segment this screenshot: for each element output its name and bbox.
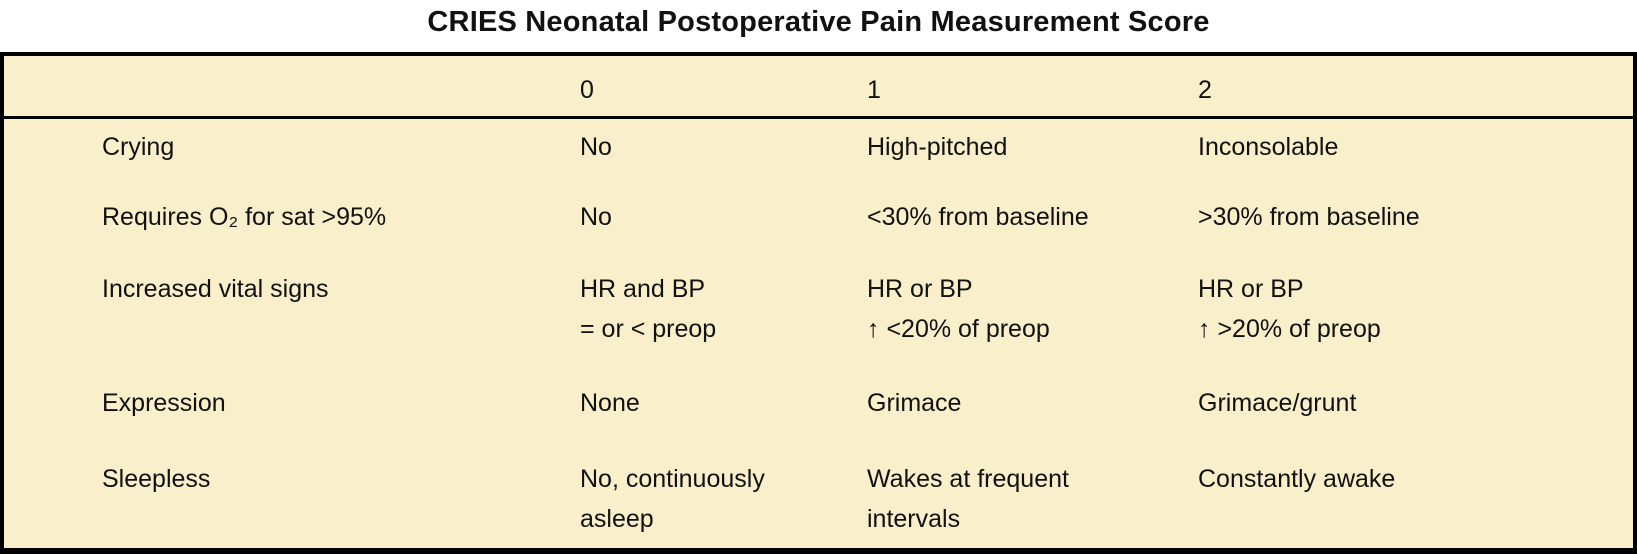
header-blank-cell (4, 70, 580, 116)
table-row-crying: Crying No High-pitched Inconsolable (4, 119, 1633, 189)
row-label: Increased vital signs (102, 275, 329, 303)
score-1-cell: High-pitched (867, 133, 1008, 161)
score-2-cell: Constantly awake (1198, 465, 1396, 493)
score-2-cell: Grimace/grunt (1198, 389, 1357, 417)
score-0-cell: No, continuously asleep (580, 465, 765, 533)
score-2-cell: Inconsolable (1198, 133, 1339, 161)
column-header-score-1: 1 (867, 76, 881, 104)
table-header-row: 0 1 2 (4, 56, 1633, 119)
row-label: Requires O₂ for sat >95% (102, 203, 387, 231)
table-row-expression: Expression None Grimace Grimace/grunt (4, 369, 1633, 445)
score-1-cell: HR or BP ↑ <20% of preop (867, 275, 1050, 343)
row-label: Expression (102, 389, 226, 417)
score-1-cell: <30% from baseline (867, 203, 1089, 231)
column-header-score-0: 0 (580, 76, 594, 104)
table-row-increased-vital-signs: Increased vital signs HR and BP = or < p… (4, 259, 1633, 369)
cries-score-table: 0 1 2 Crying No High-pitched Inconsolabl… (0, 52, 1637, 554)
page-title: CRIES Neonatal Postoperative Pain Measur… (427, 6, 1210, 38)
column-header-score-2: 2 (1198, 76, 1212, 104)
score-1-cell: Grimace (867, 389, 962, 417)
table-row-sleepless: Sleepless No, continuously asleep Wakes … (4, 445, 1633, 543)
score-0-cell: HR and BP = or < preop (580, 275, 717, 343)
row-label: Crying (102, 133, 175, 161)
score-2-cell: >30% from baseline (1198, 203, 1420, 231)
row-label: Sleepless (102, 465, 211, 493)
score-0-cell: No (580, 133, 612, 161)
score-0-cell: No (580, 203, 612, 231)
score-0-cell: None (580, 389, 640, 417)
table-row-requires-o2: Requires O₂ for sat >95% No <30% from ba… (4, 189, 1633, 259)
score-2-cell: HR or BP ↑ >20% of preop (1198, 275, 1381, 343)
score-1-cell: Wakes at frequent intervals (867, 465, 1069, 533)
